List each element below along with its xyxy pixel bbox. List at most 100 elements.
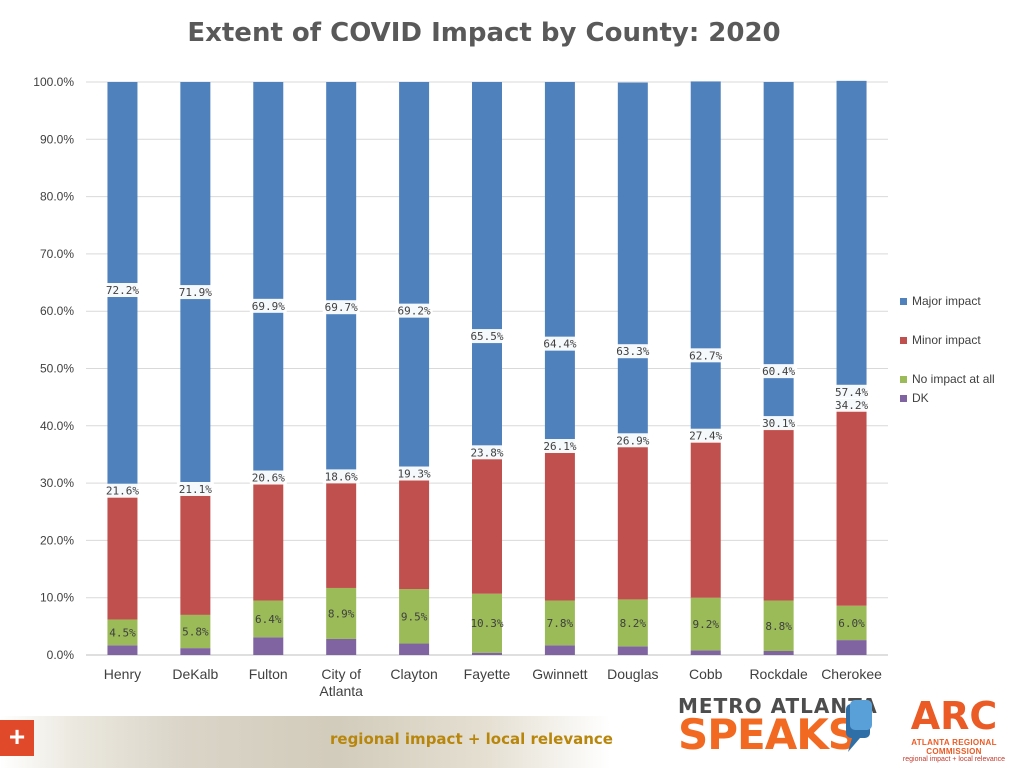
bar-segment: [472, 652, 502, 655]
bar-segment: [544, 451, 575, 601]
bar-segment: [107, 645, 138, 655]
data-label: 9.5%: [401, 610, 428, 623]
y-tick-label: 20.0%: [40, 533, 74, 547]
data-label: 26.1%: [543, 440, 576, 453]
bar-segment: [836, 80, 867, 410]
data-label-bg: [103, 283, 141, 298]
data-label: 21.1%: [179, 483, 212, 496]
legend-label-minor: Minor impact: [912, 333, 981, 347]
bar-segment: [107, 495, 138, 620]
bar-segment: [326, 587, 357, 639]
bar-segment: [763, 650, 794, 655]
data-label-bg: [395, 466, 433, 481]
bar-segment: [690, 81, 721, 441]
data-label: 18.6%: [325, 470, 358, 483]
bar-segment: [472, 82, 502, 458]
data-label-bg: [687, 428, 725, 443]
data-label-bg: [833, 384, 871, 399]
bar-segment: [399, 589, 430, 644]
bar-segment: [253, 482, 284, 601]
legend-item-no-impact: No impact at all: [900, 372, 998, 387]
bar-segment: [326, 82, 357, 482]
bar-segment: [544, 600, 575, 646]
data-label: 9.2%: [692, 618, 719, 631]
legend-item-dk: DK: [900, 391, 1010, 406]
data-label-bg: [176, 285, 214, 300]
data-label-bg: [468, 445, 506, 460]
legend-swatch-no-impact: [900, 376, 907, 383]
data-label-bg: [614, 433, 652, 448]
x-category-label: Henry: [104, 666, 141, 682]
data-label: 26.9%: [616, 434, 649, 447]
data-label: 72.2%: [106, 284, 139, 297]
x-category-label: Gwinnett: [532, 666, 587, 682]
bar-segment: [180, 614, 211, 649]
data-label: 71.9%: [179, 286, 212, 299]
bar-segment: [763, 428, 794, 601]
data-label: 64.4%: [543, 338, 576, 351]
data-label-bg: [541, 439, 579, 454]
speech-bubble-icon: [846, 700, 872, 752]
legend-label-no-impact: No impact at all: [912, 372, 995, 386]
data-label-bg: [833, 397, 871, 412]
bar-segment: [472, 593, 502, 653]
bar-segment: [836, 640, 867, 655]
data-label: 69.9%: [252, 300, 285, 313]
y-tick-label: 0.0%: [47, 648, 75, 662]
x-category-label: Atlanta: [319, 683, 363, 699]
x-category-label: Cobb: [689, 666, 723, 682]
y-tick-label: 70.0%: [40, 247, 74, 261]
y-tick-label: 50.0%: [40, 362, 74, 376]
data-label-bg: [687, 348, 725, 363]
bar-segment: [617, 646, 648, 655]
bar-segment: [472, 457, 502, 594]
bar-segment: [326, 638, 357, 655]
bar-segment: [253, 637, 284, 655]
bar-segment: [690, 440, 721, 598]
data-label: 8.8%: [765, 620, 792, 633]
mas-logo-bottom-text: SPEAKS: [678, 710, 858, 759]
x-category-label: Cherokee: [821, 666, 882, 682]
data-label-bg: [249, 470, 287, 485]
bar-segment: [107, 619, 138, 646]
data-label: 62.7%: [689, 349, 722, 362]
legend-swatch-minor: [900, 337, 907, 344]
chart-legend: Major impact Minor impact No impact at a…: [900, 294, 1010, 406]
legend-label-dk: DK: [912, 391, 929, 405]
bar-segment: [617, 82, 648, 446]
data-label: 7.8%: [547, 617, 574, 630]
bar-segment: [544, 82, 575, 452]
bar-segment: [617, 599, 648, 647]
data-label: 63.3%: [616, 345, 649, 358]
footer-photo-strip: [0, 716, 610, 768]
bar-segment: [180, 648, 211, 655]
data-label: 6.0%: [838, 617, 865, 630]
data-label: 27.4%: [689, 430, 722, 443]
x-category-label: Douglas: [607, 666, 658, 682]
bar-segment: [617, 445, 648, 600]
chart-title: Extent of COVID Impact by County: 2020: [187, 18, 781, 48]
bar-segment: [690, 597, 721, 651]
stacked-bar-chart: 0.0% 10.0% 20.0% 30.0% 40.0% 50.0% 60.0% 70.0% 8…: [33, 75, 888, 699]
bar-segment: [399, 643, 430, 655]
data-label: 8.2%: [620, 617, 647, 630]
metro-atlanta-speaks-logo: METRO ATLANTA SPEAKS: [678, 694, 878, 768]
footer-tagline: regional impact + local relevance: [330, 730, 613, 748]
bar-segment: [836, 409, 867, 606]
data-label: 65.5%: [470, 330, 503, 343]
data-label: 69.7%: [325, 301, 358, 314]
x-category-label: City of: [321, 666, 361, 682]
data-label-bg: [541, 336, 579, 351]
data-label-bg: [468, 329, 506, 344]
bar-segment: [544, 645, 575, 655]
arc-logo-tagline: regional impact + local relevance: [902, 756, 1006, 763]
x-category-label: Rockdale: [749, 666, 808, 682]
x-category-label: Fayette: [464, 666, 511, 682]
y-tick-label: 10.0%: [40, 591, 74, 605]
arc-logo: ARC ATLANTA REGIONAL COMMISSION regional…: [884, 694, 1024, 768]
bar-segment: [399, 478, 430, 590]
data-label: 20.6%: [252, 472, 285, 485]
data-label-bg: [176, 481, 214, 496]
footer-banner: + regional impact + local relevance METR…: [0, 694, 1024, 768]
arc-logo-name: ATLANTA REGIONAL COMMISSION: [911, 738, 997, 756]
